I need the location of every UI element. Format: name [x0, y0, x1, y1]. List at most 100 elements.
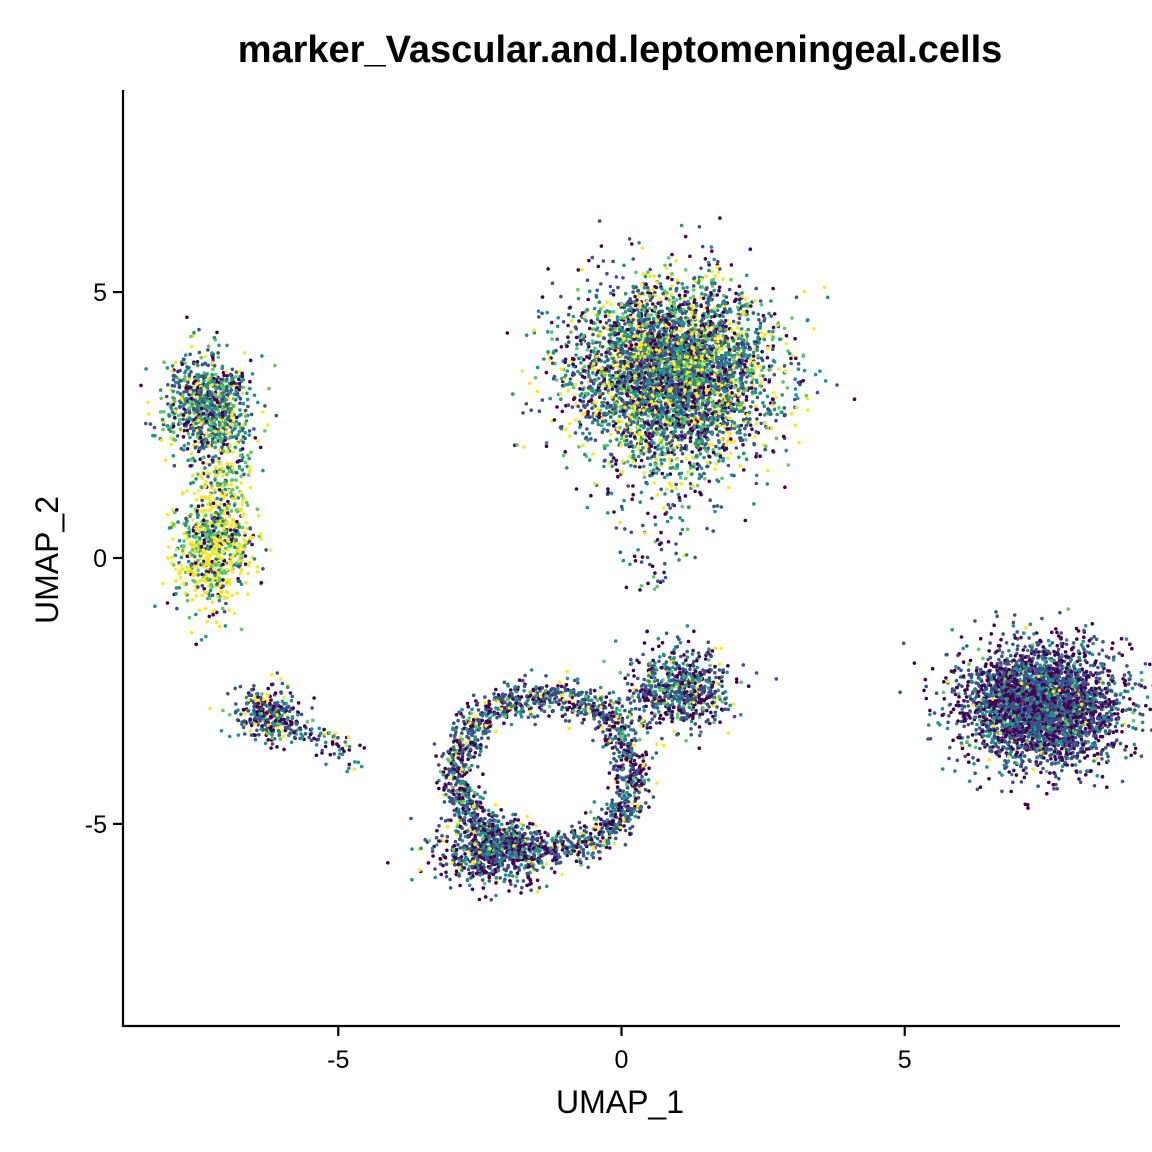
data-point-top-left-lower — [230, 487, 235, 492]
data-point-top-center — [520, 369, 525, 373]
data-point-top-left-upper — [189, 334, 193, 339]
data-point-top-center — [576, 369, 580, 374]
data-point-top-left-lower — [165, 512, 170, 517]
data-point-top-center — [715, 433, 720, 437]
data-point-left-bridge — [201, 455, 205, 460]
data-point-top-center — [670, 292, 674, 297]
data-point-top-left-lower — [181, 581, 186, 586]
data-point-top-center — [651, 287, 656, 292]
data-point-left-small — [219, 729, 224, 733]
data-point-top-left-upper — [172, 398, 176, 402]
data-point-top-center — [573, 418, 578, 422]
data-point-left-small — [254, 692, 259, 696]
data-point-top-left-upper — [213, 423, 218, 427]
data-point-top-left-upper — [188, 426, 193, 431]
data-point-top-center — [761, 365, 766, 370]
data-point-top-center — [641, 464, 646, 469]
data-point-top-left-lower — [169, 561, 174, 565]
data-point-top-left-lower — [204, 634, 208, 639]
data-point-top-left-lower — [244, 520, 248, 525]
data-point-left-bridge — [225, 511, 230, 515]
data-point-top-left-lower — [228, 543, 232, 547]
data-point-top-center — [596, 264, 601, 269]
data-point-top-left-upper — [204, 437, 208, 441]
data-point-top-center — [679, 430, 684, 434]
data-point-top-left-lower — [236, 541, 241, 546]
data-point-top-center — [757, 364, 762, 369]
data-point-top-left-lower — [161, 581, 165, 586]
data-point-top-left-lower — [204, 471, 209, 476]
data-point-top-left-upper — [187, 377, 192, 382]
data-point-left-bridge — [223, 492, 227, 496]
data-point-top-left-lower — [208, 588, 213, 593]
data-point-left-bridge — [210, 486, 214, 490]
data-point-top-center — [592, 377, 597, 382]
data-point-top-left-lower — [210, 570, 214, 574]
data-point-top-left-lower — [235, 591, 239, 595]
data-point-left-bridge — [231, 518, 235, 522]
data-point-top-left-lower — [225, 590, 230, 595]
data-point-top-center — [640, 291, 645, 296]
data-point-top-left-upper — [207, 463, 212, 467]
data-point-top-left-lower — [240, 493, 244, 498]
data-point-top-left-upper — [234, 424, 238, 429]
data-point-top-left-upper — [207, 434, 211, 438]
data-point-top-center — [675, 278, 679, 282]
data-point-top-left-upper — [208, 405, 212, 410]
data-point-top-left-upper — [164, 394, 169, 399]
data-point-top-center — [743, 433, 747, 437]
data-point-top-left-upper — [210, 413, 215, 417]
data-point-top-center — [691, 288, 696, 292]
data-point-left-bridge — [242, 496, 247, 501]
data-point-top-left-upper — [206, 399, 210, 404]
data-point-top-left-upper — [203, 416, 207, 421]
data-point-top-left-upper — [256, 439, 260, 444]
chart-title: marker_Vascular.and.leptomeningeal.cells — [238, 29, 1003, 71]
data-point-top-left-lower — [258, 532, 263, 536]
data-point-left-small — [282, 695, 287, 700]
data-point-top-center — [550, 281, 555, 286]
data-point-top-left-lower — [234, 532, 238, 536]
data-point-top-center — [710, 356, 715, 360]
data-point-top-center — [626, 327, 631, 332]
data-point-top-left-lower — [182, 539, 186, 543]
data-point-top-left-upper — [204, 404, 209, 409]
data-point-top-center — [698, 472, 702, 477]
data-point-top-left-upper — [217, 434, 222, 438]
data-point-top-center — [592, 306, 597, 311]
data-point-top-center — [559, 294, 563, 299]
data-point-top-center — [680, 451, 685, 456]
data-point-top-left-upper — [184, 396, 189, 401]
data-point-top-center — [742, 363, 747, 367]
data-point-top-left-upper — [225, 385, 229, 389]
data-point-left-bridge — [238, 490, 243, 495]
data-point-top-center — [576, 404, 580, 409]
data-point-top-left-upper — [199, 409, 203, 414]
data-point-left-bridge — [218, 511, 223, 515]
data-point-top-center — [648, 328, 653, 332]
data-point-top-left-upper — [182, 407, 186, 411]
data-point-top-center — [608, 336, 613, 340]
data-point-top-center — [648, 267, 652, 272]
data-point-top-center — [758, 391, 763, 395]
data-point-top-center — [727, 485, 731, 490]
data-point-top-center — [713, 509, 717, 514]
data-point-top-center — [691, 284, 696, 288]
data-point-left-bridge — [234, 529, 238, 533]
data-point-top-left-upper — [219, 437, 224, 441]
data-point-top-center — [737, 308, 741, 312]
data-point-top-left-lower — [222, 609, 227, 614]
data-point-top-center — [646, 511, 650, 516]
data-point-left-small — [259, 711, 264, 716]
data-point-top-left-lower — [261, 468, 265, 473]
data-point-top-center — [566, 335, 570, 340]
data-point-top-left-upper — [241, 440, 246, 445]
data-point-top-left-upper — [191, 432, 195, 437]
data-point-top-center — [648, 462, 653, 467]
data-point-top-left-upper — [238, 401, 242, 406]
data-point-left-bridge — [214, 510, 218, 515]
data-point-top-center — [738, 405, 743, 410]
data-point-top-center — [584, 319, 588, 323]
data-point-top-center — [769, 426, 774, 431]
data-point-top-center — [667, 298, 671, 302]
